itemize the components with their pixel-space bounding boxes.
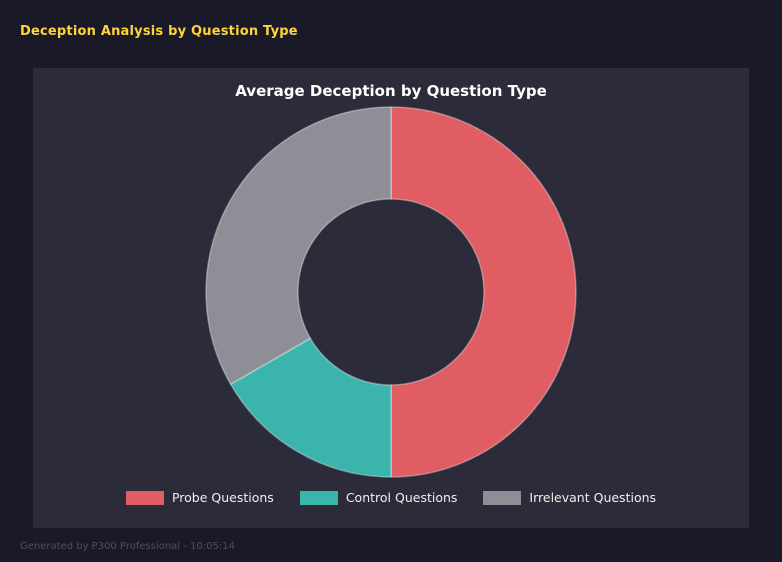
chart-card: Average Deception by Question Type Probe…	[33, 68, 749, 528]
legend-swatch	[483, 490, 522, 505]
legend-label: Probe Questions	[171, 490, 274, 505]
donut-segment	[390, 106, 577, 478]
legend-swatch	[125, 490, 164, 505]
legend-swatch	[299, 490, 338, 505]
chart-title: Average Deception by Question Type	[235, 82, 547, 100]
footer-note: Generated by P300 Professional - 10:05:1…	[20, 541, 235, 552]
page-title: Deception Analysis by Question Type	[20, 24, 298, 39]
donut-chart	[201, 102, 581, 482]
donut-segment	[229, 337, 392, 478]
chart-legend: Probe Questions Control Questions Irreleva…	[125, 490, 656, 505]
donut-segment	[205, 106, 392, 385]
legend-label: Control Questions	[345, 490, 458, 505]
legend-item: Irrelevant Questions	[483, 490, 656, 505]
legend-item: Probe Questions	[125, 490, 274, 505]
donut-svg	[205, 106, 577, 478]
legend-label: Irrelevant Questions	[529, 490, 657, 505]
legend-item: Control Questions	[299, 490, 458, 505]
